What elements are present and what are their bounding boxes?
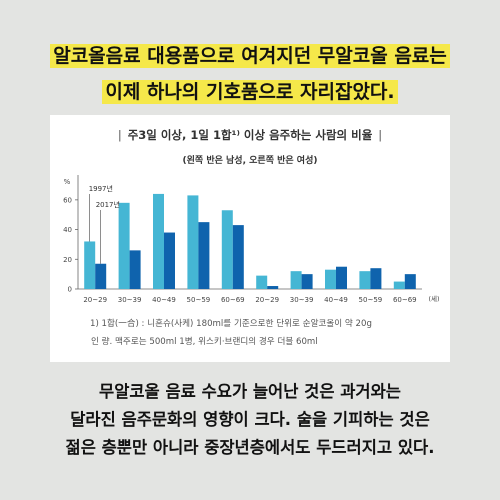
x-tick-label: 30~39 [118,296,142,304]
y-tick-label: 60 [63,196,72,204]
bar-2017 [164,232,175,289]
x-axis-unit: (세) [428,294,439,303]
bar-1997 [187,195,199,289]
bar-1997 [359,271,371,289]
body-line-1: 무알코올 음료 수요가 늘어난 것은 과거와는 [99,382,401,401]
bar-1997 [221,210,233,289]
bar-1997 [153,193,164,289]
chart-title-row: | 주3일 이상, 1일 1합¹⁾ 이상 음주하는 사람의 비율 | [50,127,450,143]
x-tick-label: 60~69 [393,296,417,304]
title-right-divider: | [378,128,383,142]
footnote: 1) 1합(一合) : 니혼슈(사케) 180ml를 기준으로한 단위로 순알코… [90,315,445,351]
bar-2017 [129,250,141,289]
body-line-2: 달라진 음주문화의 영향이 크다. 술을 기피하는 것은 [70,410,430,429]
bar-2017 [370,268,382,289]
chart-subtitle: (왼쪽 반은 남성, 오른쪽 반은 여성) [182,156,318,166]
bar-2017 [198,222,210,289]
x-tick-label: 40~49 [152,296,176,304]
bar-1997 [256,275,268,289]
x-tick-label: 20~29 [255,296,279,304]
footnote-line-1: 1) 1합(一合) : 니혼슈(사케) 180ml를 기준으로한 단위로 순알코… [90,319,372,329]
bar-1997 [325,269,336,289]
bar-2017 [404,274,416,289]
x-tick-label: 30~39 [290,296,314,304]
y-tick-label: 20 [63,256,72,264]
chart-card: | 주3일 이상, 1일 1합¹⁾ 이상 음주하는 사람의 비율 | (왼쪽 반은 … [50,115,450,362]
chart-title: 주3일 이상, 1일 1합¹⁾ 이상 음주하는 사람의 비율 [127,128,373,142]
y-tick-label: 0 [68,286,72,294]
x-tick-label: 20~29 [83,296,107,304]
bar-1997 [84,241,96,289]
bar-2017 [336,266,347,289]
body-line-3: 젊은 층뿐만 아니라 중장년층에서도 두드러지고 있다. [65,438,435,457]
x-tick-label: 40~49 [324,296,348,304]
bar-2017 [232,225,244,289]
headline-line-2: 이제 하나의 기호품으로 자리잡았다. [102,80,398,104]
y-tick-label: 40 [63,226,72,234]
x-tick-label: 50~59 [187,296,211,304]
bar-1997 [118,202,130,289]
body-text: 무알코올 음료 수요가 늘어난 것은 과거와는 달라진 음주문화의 영향이 크다… [0,378,500,462]
y-axis-unit: % [64,178,71,186]
headline: 알코올음료 대용품으로 여겨지던 무알코올 음료는 이제 하나의 기호품으로 자… [0,38,500,110]
headline-line-1: 알코올음료 대용품으로 여겨지던 무알코올 음료는 [50,44,450,68]
bar-2017 [301,274,313,289]
footnote-line-2: 인 량. 맥주로는 500ml 1병, 위스키·브랜디의 경우 더블 60ml [91,337,318,347]
title-left-divider: | [117,128,122,142]
bar-chart: % 0 20 40 60 20~29 30~39 40~49 50~59 60~69 20~29 30… [63,175,440,304]
x-tick-label: 60~69 [221,296,245,304]
legend-1997-label: 1997년 [89,184,113,193]
bar-2017 [95,263,107,289]
bar-1997 [290,271,302,289]
legend-2017-label: 2017년 [96,200,120,209]
bar-1997 [393,281,405,289]
x-tick-label: 50~59 [359,296,383,304]
bar-2017 [267,286,279,289]
